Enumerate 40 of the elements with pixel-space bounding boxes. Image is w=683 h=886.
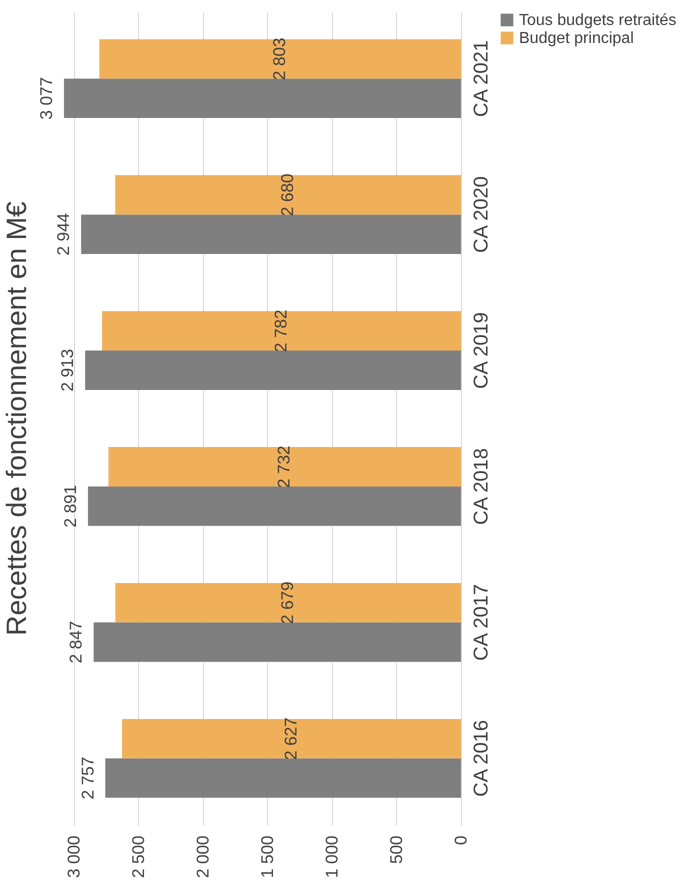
- bar: [115, 583, 461, 622]
- bar: [88, 486, 461, 526]
- bar: [108, 447, 461, 486]
- data-label: 2 732: [274, 445, 294, 488]
- data-label: 2 891: [60, 484, 80, 528]
- x-tick-label: 2 000: [193, 836, 212, 878]
- bar: [105, 758, 461, 798]
- x-tick-label: 0: [452, 836, 470, 845]
- bar: [122, 718, 461, 758]
- y-tick-label: CA 2021: [470, 40, 492, 117]
- data-label: 2 680: [278, 174, 298, 216]
- x-tick-label: 3 000: [64, 836, 84, 878]
- data-label: 2 757: [78, 756, 98, 800]
- y-tick-label: CA 2019: [470, 312, 492, 389]
- bar: [115, 175, 461, 215]
- text: Recettes de fonctionnement en M€: [0, 200, 32, 636]
- legend-label: Budget principal: [519, 30, 634, 47]
- data-label: 2 847: [66, 620, 86, 664]
- data-label: 2 913: [58, 348, 78, 392]
- x-tick-label: 1 500: [258, 836, 277, 878]
- data-label: 2 803: [270, 38, 290, 80]
- bar: [64, 78, 461, 118]
- data-label: 2 679: [278, 581, 298, 624]
- data-label: 3 077: [36, 77, 56, 120]
- x-tick-label: 500: [386, 836, 406, 864]
- bar: [94, 622, 461, 662]
- y-tick-label: CA 2020: [470, 176, 492, 253]
- bar: [102, 311, 461, 351]
- data-label: 2 627: [282, 717, 301, 760]
- bar: [81, 214, 461, 254]
- x-tick-label: 1 000: [322, 836, 342, 878]
- bar: [99, 39, 461, 79]
- data-label: 2 782: [272, 310, 291, 352]
- data-label: 2 944: [54, 213, 74, 256]
- bar: [85, 350, 461, 390]
- legend-label: Tous budgets retraités: [519, 12, 676, 29]
- y-tick-label: CA 2016: [470, 720, 492, 797]
- y-tick-label: CA 2017: [470, 584, 492, 661]
- x-tick-label: 2 500: [128, 836, 148, 878]
- y-tick-label: CA 2018: [470, 448, 492, 525]
